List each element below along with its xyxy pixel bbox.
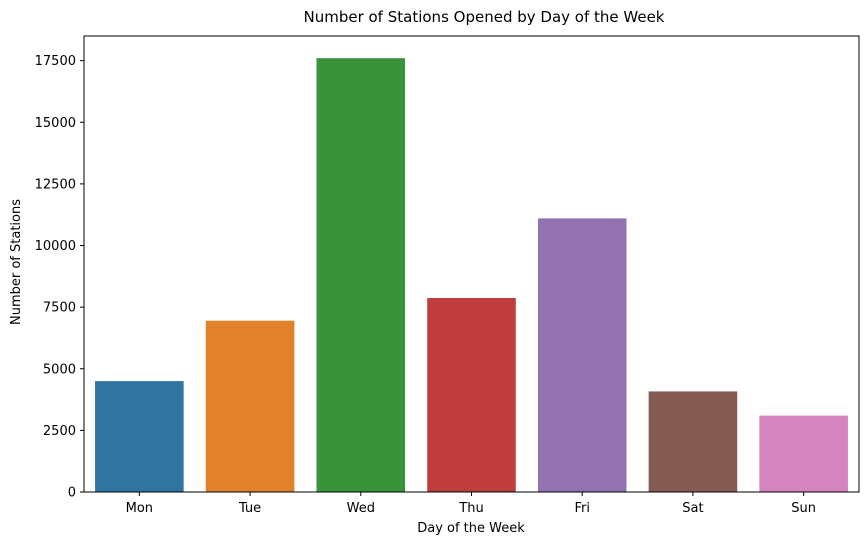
chart-title: Number of Stations Opened by Day of the … xyxy=(303,8,664,26)
axes-layer: Mon Tue Wed Thu Fri Sat Sun 0 2500 5000 7500 10000 1… xyxy=(35,35,860,516)
y-tick-label: 12500 xyxy=(35,177,76,192)
y-tick-label: 0 xyxy=(68,486,76,501)
bar-tue xyxy=(205,320,295,492)
y-tick-label: 5000 xyxy=(43,362,76,377)
y-tick-label: 2500 xyxy=(43,424,76,439)
bar-sat xyxy=(648,391,738,492)
x-tick-label: Sat xyxy=(682,501,703,516)
bar-sun xyxy=(759,415,848,492)
x-tick-label: Mon xyxy=(126,501,153,516)
y-axis-label: Number of Stations xyxy=(9,199,24,325)
x-axis-label: Day of the Week xyxy=(417,521,525,536)
x-tick-label: Tue xyxy=(238,501,261,516)
bar-fri xyxy=(537,218,627,492)
y-tick-label: 15000 xyxy=(35,116,76,131)
bar-wed xyxy=(316,58,406,493)
y-tick-label: 17500 xyxy=(35,54,76,69)
x-tick-label: Thu xyxy=(458,501,483,516)
bar-mon xyxy=(95,381,184,492)
bars-layer xyxy=(95,58,848,493)
x-tick-label: Fri xyxy=(574,501,590,516)
y-tick-label: 10000 xyxy=(35,239,76,254)
bar-thu xyxy=(427,298,516,492)
plot-frame xyxy=(83,35,860,493)
x-tick-label: Sun xyxy=(791,501,816,516)
y-tick-label: 7500 xyxy=(43,301,76,316)
x-tick-label: Wed xyxy=(347,501,375,516)
